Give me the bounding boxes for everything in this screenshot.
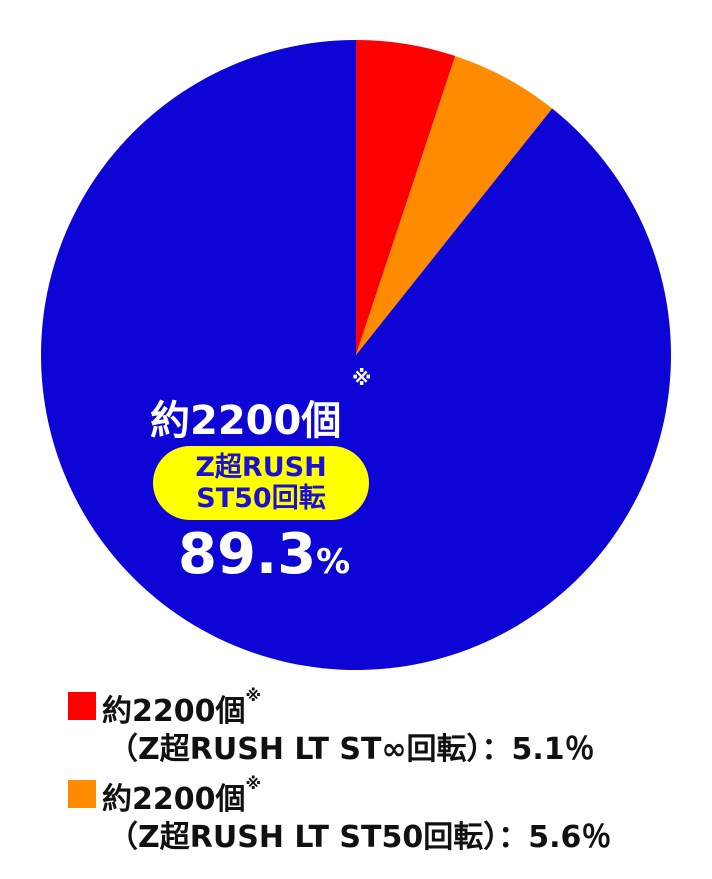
rush-badge-line2: ST50回転	[196, 483, 326, 514]
main-note-mark: ※	[352, 366, 372, 390]
legend: 約2200個※ （Z超RUSH LT ST∞回転）：5.1％ 約2200個※ （…	[68, 686, 688, 862]
main-amount-label: 約2200個	[150, 398, 342, 444]
pie-chart	[40, 40, 672, 670]
legend-swatch-red	[68, 692, 96, 720]
legend-swatch-orange	[68, 780, 96, 808]
legend-line1: 約2200個※	[102, 774, 261, 818]
main-percent-value: 89.3	[178, 522, 317, 587]
pie-slice-1	[356, 56, 553, 355]
legend-amount: 約2200個	[102, 782, 246, 817]
legend-line1: 約2200個※	[102, 686, 261, 730]
main-slice-label: 約2200個 ※	[0, 366, 712, 444]
main-percent-unit: %	[316, 542, 351, 582]
pie-slice-0	[356, 40, 456, 355]
legend-line2: （Z超RUSH LT ST∞回転）：5.1％	[108, 732, 595, 767]
main-percent-label: 89.3%	[178, 522, 350, 587]
legend-line2: （Z超RUSH LT ST50回転）：5.6％	[108, 820, 612, 855]
legend-note-mark: ※	[245, 774, 262, 793]
legend-item-orange: 約2200個※ （Z超RUSH LT ST50回転）：5.6％	[68, 774, 688, 862]
rush-badge: Z超RUSH ST50回転	[153, 446, 369, 520]
legend-item-red: 約2200個※ （Z超RUSH LT ST∞回転）：5.1％	[68, 686, 688, 774]
legend-amount: 約2200個	[102, 694, 246, 729]
rush-badge-line1: Z超RUSH	[195, 452, 327, 483]
legend-note-mark: ※	[245, 686, 262, 705]
